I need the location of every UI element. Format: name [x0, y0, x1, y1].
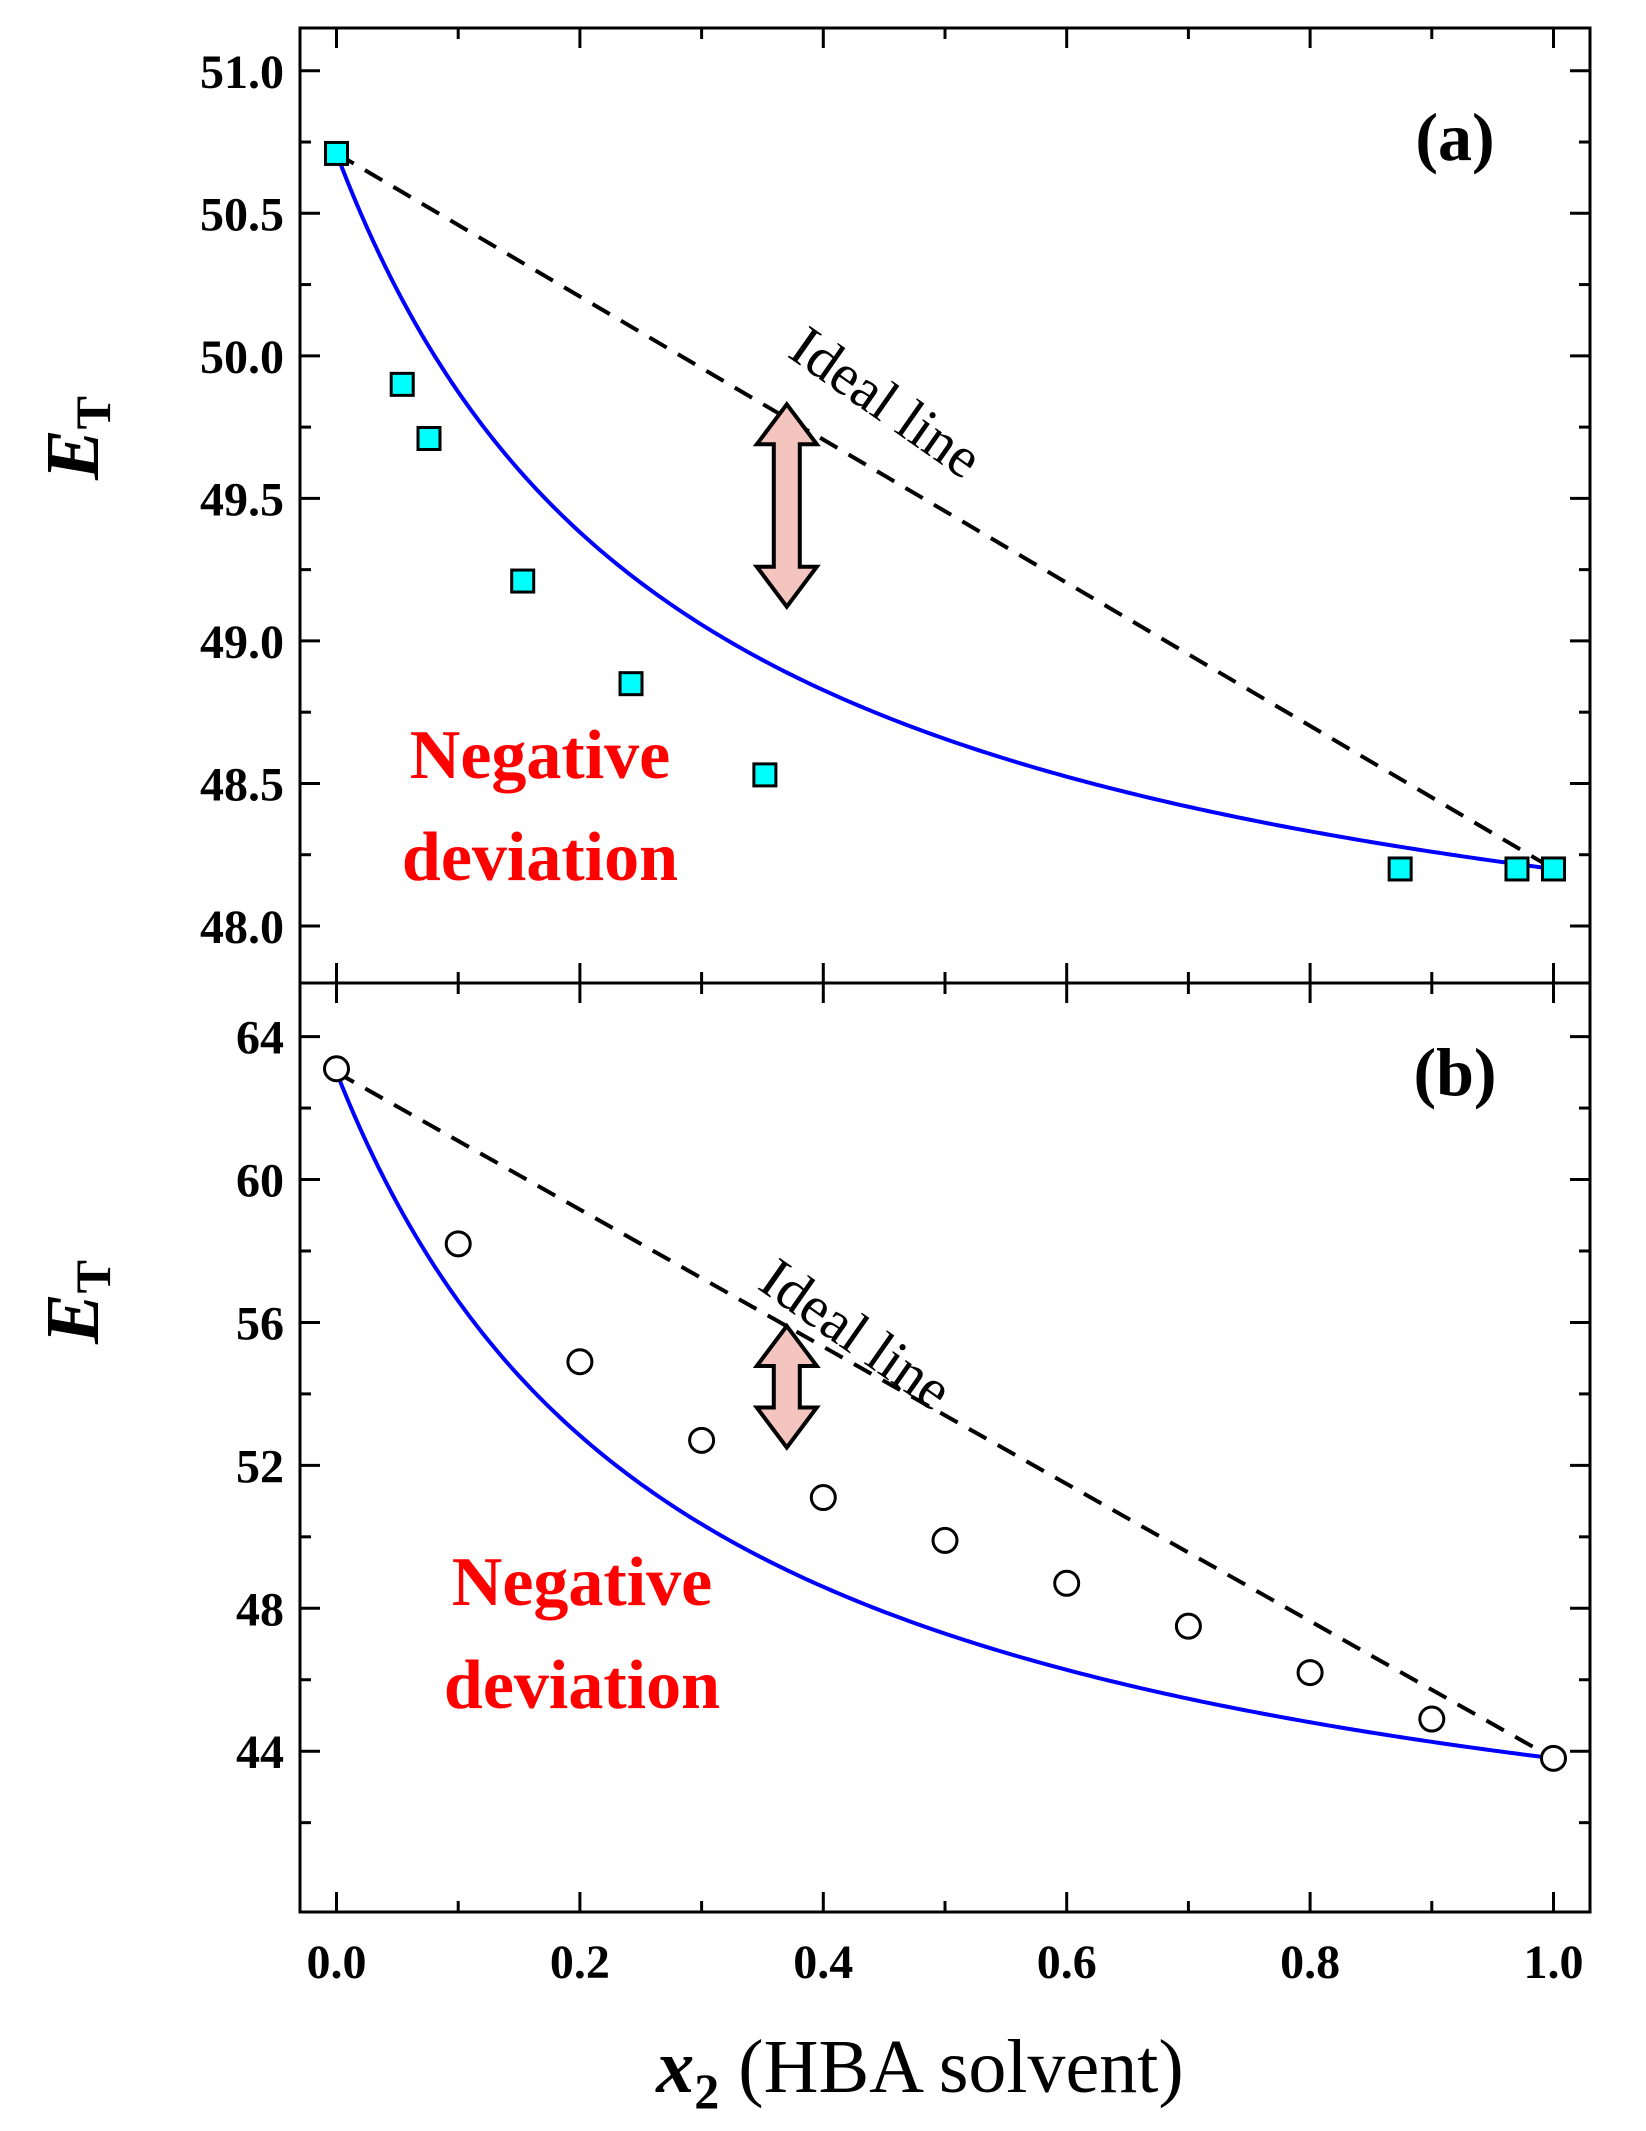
panel-a-data-point [1540, 856, 1566, 882]
panel-a-data-point [1504, 856, 1530, 882]
panel-b-frame [298, 981, 1592, 1914]
x-tick-label: 0.6 [1037, 1936, 1097, 1989]
panel-b-y-tick-label: 64 [236, 1012, 284, 1065]
panel-b-y-tick-label: 60 [236, 1155, 284, 1208]
panel-b-y-tick-label: 52 [236, 1440, 284, 1493]
panel-b-data-point [566, 1348, 594, 1376]
panel-a-data-point [324, 140, 350, 166]
panel-a-y-tick-label: 48.5 [200, 758, 284, 811]
panel-a-y-tick-label: 49.5 [200, 473, 284, 526]
panel-b-data-point [444, 1230, 472, 1258]
panel-b-y-tick-label: 56 [236, 1297, 284, 1350]
panel-b-data-point [1539, 1744, 1567, 1772]
panel-b-data-point [323, 1055, 351, 1083]
panel-a-deviation-label: deviation [402, 819, 678, 896]
x-tick-label: 0.4 [793, 1936, 853, 1989]
panel-b-y-tick-label: 44 [236, 1726, 284, 1779]
panel-a-data-point [510, 568, 536, 594]
x-axis-title: x2 (HBA solvent) [655, 2025, 1183, 2119]
panel-a-data-point [1387, 856, 1413, 882]
panel-a: 48.0 48.5 49.0 49.5 50.0 50.5 51.0 [200, 26, 1592, 985]
panel-a-y-tick-label: 51.0 [200, 46, 284, 99]
panel-a-y-tick-label: 50.5 [200, 188, 284, 241]
panel-a-ideal-line [335, 151, 1555, 871]
panel-b-y-axis-title: ET [31, 1260, 121, 1345]
panel-a-y-axis-title: ET [31, 396, 121, 481]
panel-b-label: (b) [1413, 1034, 1496, 1110]
panel-a-fit-curve [334, 152, 1554, 871]
panel-b-data-point [1296, 1659, 1324, 1687]
panel-a-label: (a) [1415, 99, 1494, 175]
x-tick-label: 0.0 [307, 1936, 367, 1989]
panel-b-data-point [1418, 1705, 1446, 1733]
panel-b-data-point [1053, 1569, 1081, 1597]
panel-b-deviation-arrow [752, 1322, 821, 1451]
panel-b-data-point [931, 1526, 959, 1554]
x-tick-label: 0.8 [1280, 1936, 1340, 1989]
panel-b-ideal-line [335, 1070, 1555, 1761]
panel-b-fit-curve [334, 1071, 1554, 1761]
x-tick-label: 1.0 [1523, 1936, 1583, 1989]
panel-a-data-point [752, 762, 778, 788]
x-tick-label: 0.2 [550, 1936, 610, 1989]
panel-a-y-tick-label: 50.0 [200, 331, 284, 384]
panel-b-y-tick-label: 48 [236, 1583, 284, 1636]
panel-a-deviation-arrow [752, 400, 821, 611]
panel-b-data-point [809, 1484, 837, 1512]
panel-a-ideal-line-label: Ideal line [779, 313, 994, 491]
panel-b-data-point [1174, 1612, 1202, 1640]
panel-b-deviation-label: deviation [444, 1647, 720, 1724]
panel-a-data-point [618, 671, 644, 697]
panel-b-data-point [688, 1426, 716, 1454]
panel-a-data-point [416, 426, 442, 452]
panel-a-y-tick-label: 48.0 [200, 901, 284, 954]
panel-b: 44 48 52 56 60 64 0.0 0.2 0.4 0.6 0.8 1.0 [236, 981, 1592, 1989]
panel-a-negative-label: Negative [410, 717, 670, 794]
panel-a-data-point [389, 371, 415, 397]
panel-a-y-tick-label: 49.0 [200, 616, 284, 669]
panel-b-negative-label: Negative [452, 1544, 712, 1621]
